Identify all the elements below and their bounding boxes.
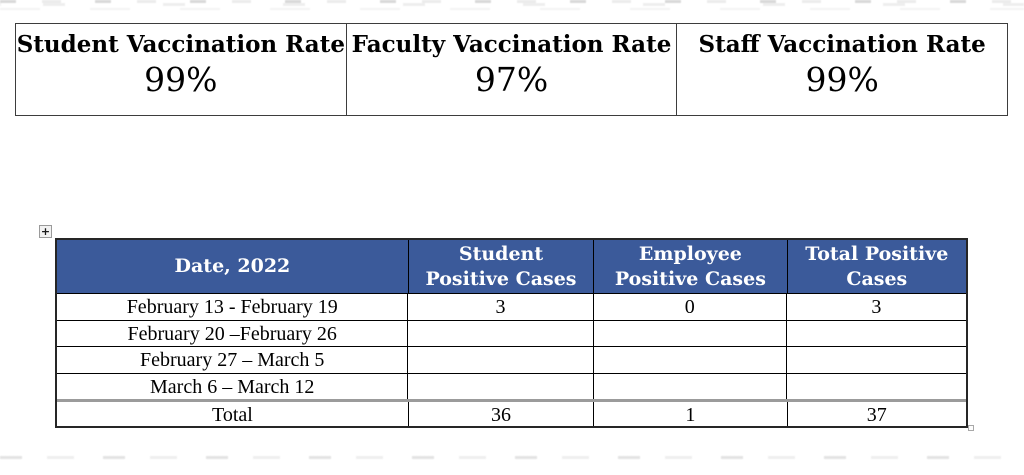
employee-cases-cell[interactable] <box>592 347 786 373</box>
student-vaccination-cell[interactable]: Student Vaccination Rate 99% <box>16 24 346 115</box>
table-resize-handle[interactable] <box>968 425 974 431</box>
cases-table-header-row: Date, 2022 Student Positive Cases Employ… <box>57 240 966 293</box>
student-cases-cell[interactable] <box>407 347 592 373</box>
table-row: February 20 –February 26 <box>57 320 966 346</box>
total-employee-cases-cell[interactable]: 1 <box>593 402 786 426</box>
total-student-cases-cell[interactable]: 36 <box>407 402 593 426</box>
header-cell-student-cases[interactable]: Student Positive Cases <box>407 240 593 293</box>
date-cell[interactable]: February 20 –February 26 <box>127 323 337 345</box>
table-row: March 6 – March 12 <box>57 373 966 399</box>
date-cell[interactable]: February 27 – March 5 <box>140 349 325 371</box>
header-cell-employee-cases[interactable]: Employee Positive Cases <box>593 240 786 293</box>
torn-edge-bottom <box>0 456 1024 462</box>
date-cell[interactable]: March 6 – March 12 <box>150 376 315 398</box>
employee-cases-cell[interactable] <box>592 321 786 346</box>
vaccination-summary-table: Student Vaccination Rate 99% Faculty Vac… <box>15 23 1008 116</box>
table-row: February 13 - February 19 3 0 3 <box>57 293 966 320</box>
student-vaccination-value[interactable]: 99% <box>144 60 218 99</box>
total-cases-cell[interactable] <box>785 374 966 399</box>
header-cell-date[interactable]: Date, 2022 <box>174 255 291 277</box>
total-total-cases-cell[interactable]: 37 <box>786 402 966 426</box>
torn-edge-top <box>0 0 1024 10</box>
staff-vaccination-label[interactable]: Staff Vaccination Rate <box>698 31 986 58</box>
staff-vaccination-value[interactable]: 99% <box>805 60 879 99</box>
table-move-handle-icon[interactable]: + <box>39 225 52 238</box>
total-cases-cell[interactable]: 3 <box>785 294 966 320</box>
faculty-vaccination-cell[interactable]: Faculty Vaccination Rate 97% <box>345 24 677 115</box>
total-label-cell[interactable]: Total <box>212 404 253 426</box>
table-total-row: Total 36 1 37 <box>57 399 966 426</box>
table-row: February 27 – March 5 <box>57 346 966 373</box>
total-cases-cell[interactable] <box>785 321 966 346</box>
staff-vaccination-cell[interactable]: Staff Vaccination Rate 99% <box>676 24 1007 115</box>
student-cases-cell[interactable] <box>407 321 592 346</box>
positive-cases-table: Date, 2022 Student Positive Cases Employ… <box>55 238 968 428</box>
student-cases-cell[interactable]: 3 <box>407 294 592 320</box>
student-cases-cell[interactable] <box>407 374 592 399</box>
total-cases-cell[interactable] <box>785 347 966 373</box>
student-vaccination-label[interactable]: Student Vaccination Rate <box>16 31 345 58</box>
employee-cases-cell[interactable] <box>592 374 786 399</box>
faculty-vaccination-label[interactable]: Faculty Vaccination Rate <box>351 31 672 58</box>
employee-cases-cell[interactable]: 0 <box>592 294 786 320</box>
date-cell[interactable]: February 13 - February 19 <box>126 296 338 318</box>
header-cell-total-cases[interactable]: Total Positive Cases <box>786 240 966 293</box>
faculty-vaccination-value[interactable]: 97% <box>474 60 549 99</box>
